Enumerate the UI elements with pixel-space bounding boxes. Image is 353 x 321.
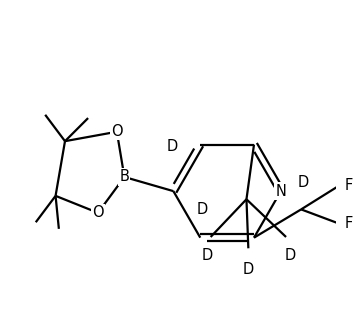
Text: D: D xyxy=(284,248,295,263)
Text: D: D xyxy=(297,176,309,190)
Text: O: O xyxy=(92,205,104,220)
Text: D: D xyxy=(243,262,254,276)
Text: D: D xyxy=(166,139,178,154)
Text: B: B xyxy=(119,169,129,185)
Text: F: F xyxy=(345,216,353,231)
Text: N: N xyxy=(275,184,286,199)
Text: O: O xyxy=(111,124,122,139)
Text: F: F xyxy=(345,178,353,193)
Text: D: D xyxy=(201,248,213,263)
Text: D: D xyxy=(197,202,208,217)
